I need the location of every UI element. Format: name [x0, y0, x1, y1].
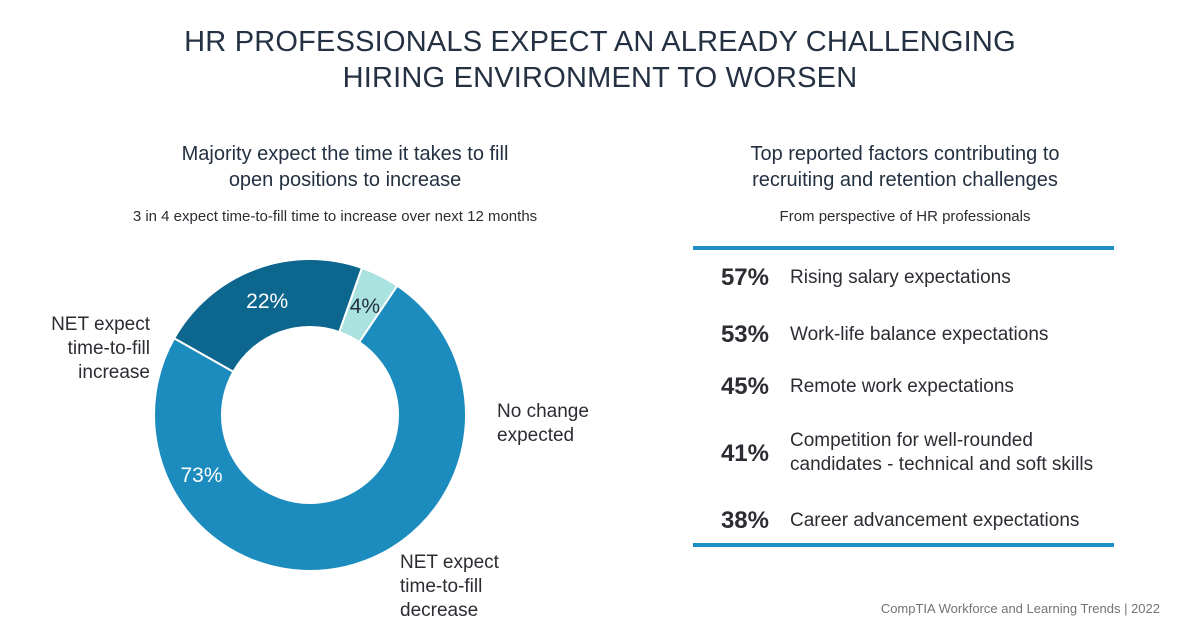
donut-slice-no-change: [172, 258, 364, 374]
factor-percent: 38%: [720, 507, 769, 534]
left-heading-line-2: open positions to increase: [228, 169, 462, 191]
slice-label-no-change-line-2: expected: [497, 425, 575, 446]
left-panel-note: 3 in 4 expect time-to-fill time to incre…: [132, 208, 538, 225]
donut-slice-decrease: [338, 266, 399, 344]
slice-label-increase-line-3: increase: [78, 362, 150, 383]
factor-label-line-1: Rising salary expectations: [790, 267, 1011, 288]
factor-percent: 57%: [720, 264, 769, 291]
factor-label-line-2: candidates - technical and soft skills: [790, 454, 1094, 475]
slice-label-increase: NET expect time-to-fill increase: [40, 313, 150, 385]
factor-percent: 41%: [720, 440, 769, 467]
donut-chart: 73% 22% 4%: [153, 258, 467, 572]
donut-value-label-no-change: 22%: [246, 290, 288, 313]
factor-label: Remote work expectations: [790, 375, 1130, 399]
right-heading-line-2: recruiting and retention challenges: [752, 169, 1058, 191]
factor-label-line-1: Remote work expectations: [790, 376, 1014, 397]
chart-title-line-1: HR PROFESSIONALS EXPECT AN ALREADY CHALL…: [184, 26, 1016, 58]
donut-slice-increase: [153, 284, 467, 572]
slice-label-decrease: NET expect time-to-fill decrease: [400, 551, 540, 623]
factor-percent: 53%: [720, 321, 769, 348]
right-heading-line-1: Top reported factors contributing to: [750, 143, 1060, 165]
slice-label-increase-line-1: NET expect: [51, 314, 150, 335]
slice-label-decrease-line-3: decrease: [400, 600, 479, 621]
chart-title: HR PROFESSIONALS EXPECT AN ALREADY CHALL…: [0, 24, 1200, 96]
donut-value-label-increase: 73%: [180, 464, 222, 487]
chart-title-line-2: HIRING ENVIRONMENT TO WORSEN: [342, 62, 858, 94]
right-panel-note: From perspective of HR professionals: [779, 208, 1031, 225]
left-heading-line-1: Majority expect the time it takes to fil…: [181, 143, 509, 165]
slice-label-increase-line-2: time-to-fill: [67, 338, 150, 359]
factor-label: Rising salary expectations: [790, 266, 1130, 290]
factor-label: Competition for well-rounded candidates …: [790, 429, 1130, 477]
right-panel-heading: Top reported factors contributing to rec…: [690, 141, 1120, 193]
factor-label-line-1: Competition for well-rounded: [790, 430, 1033, 451]
factor-label-line-1: Work-life balance expectations: [790, 324, 1049, 345]
slice-label-no-change: No change expected: [497, 400, 637, 448]
factors-top-rule: [693, 246, 1114, 250]
factor-label-line-1: Career advancement expectations: [790, 510, 1080, 531]
left-panel-heading: Majority expect the time it takes to fil…: [110, 141, 580, 193]
factor-percent: 45%: [720, 373, 769, 400]
factor-label: Career advancement expectations: [790, 509, 1130, 533]
factor-label: Work-life balance expectations: [790, 323, 1130, 347]
slice-label-no-change-line-1: No change: [497, 401, 589, 422]
factors-bottom-rule: [693, 543, 1114, 547]
source-note: CompTIA Workforce and Learning Trends | …: [880, 601, 1160, 616]
slice-label-decrease-line-1: NET expect: [400, 552, 499, 573]
slice-label-decrease-line-2: time-to-fill: [400, 576, 483, 597]
donut-value-label-decrease: 4%: [350, 295, 380, 318]
